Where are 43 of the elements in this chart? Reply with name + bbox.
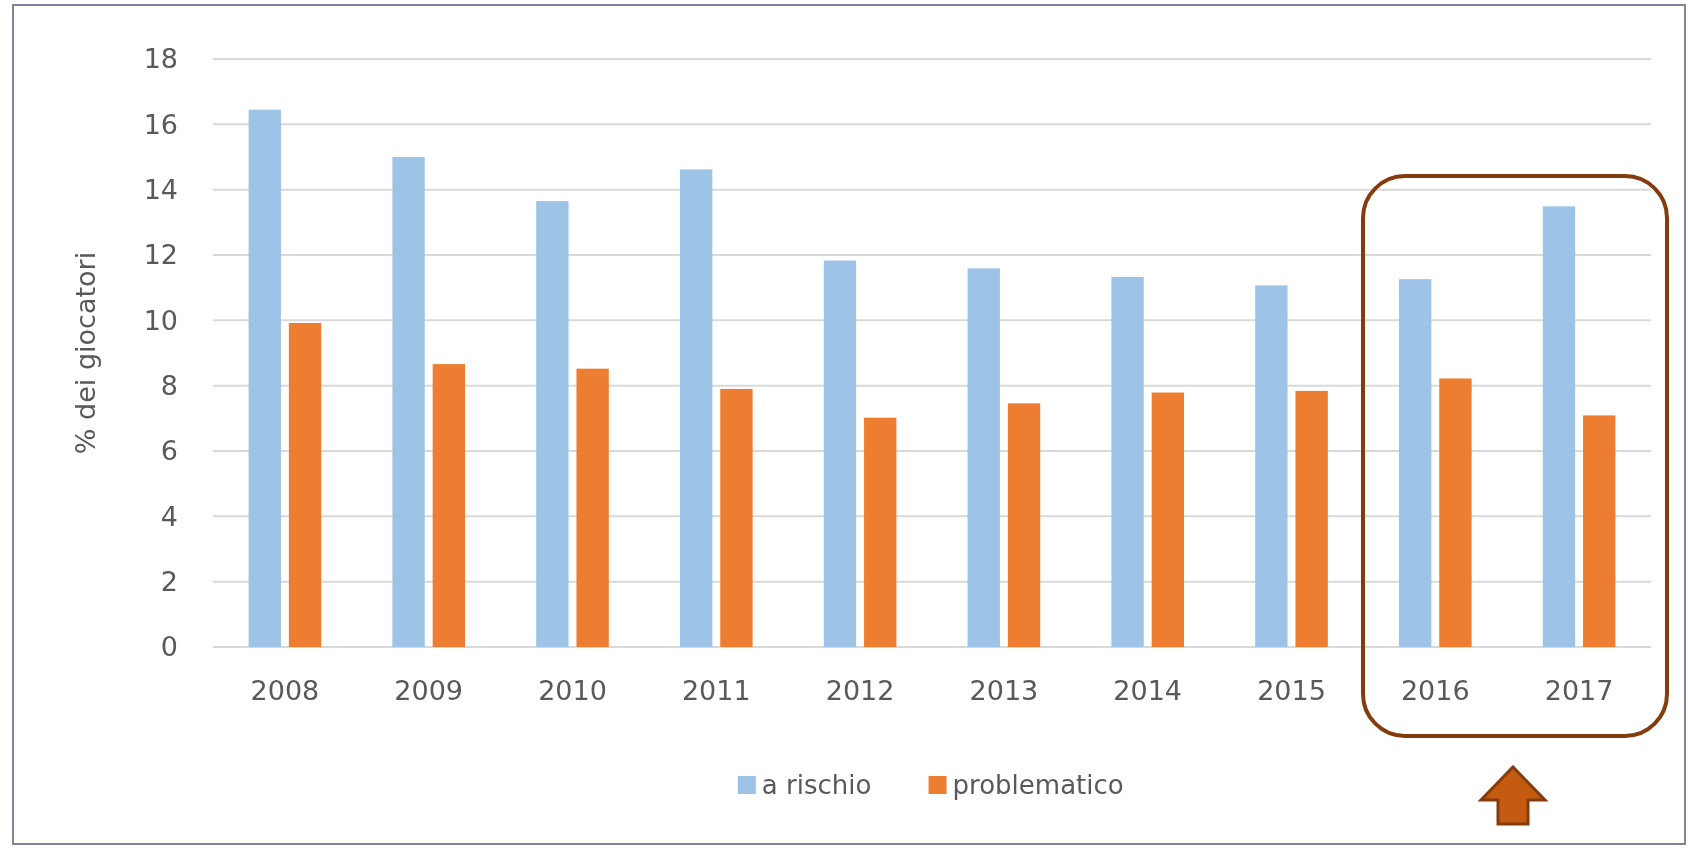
y-tick-label: 6 xyxy=(160,435,178,467)
legend-label: problematico xyxy=(952,770,1124,801)
x-tick-label: 2014 xyxy=(1113,675,1183,706)
y-axis-title: % dei giocatori xyxy=(70,251,101,455)
bar xyxy=(720,388,753,647)
y-tick-label: 0 xyxy=(160,631,178,663)
bar xyxy=(864,417,897,647)
x-tick-label: 2017 xyxy=(1544,675,1614,706)
y-tick-label: 2 xyxy=(160,566,178,598)
x-tick-label: 2008 xyxy=(250,675,320,706)
y-tick-label: 16 xyxy=(143,108,178,140)
bar xyxy=(1111,276,1144,647)
bar xyxy=(536,201,569,647)
y-tick-label: 12 xyxy=(143,239,178,271)
bar xyxy=(1398,279,1432,647)
bar xyxy=(392,157,425,647)
bar xyxy=(248,109,281,647)
x-tick-label: 2016 xyxy=(1400,675,1470,706)
x-tick-label: 2010 xyxy=(538,675,607,706)
y-tick-label: 4 xyxy=(160,500,178,532)
x-tick-label: 2015 xyxy=(1257,675,1326,706)
x-tick-label: 2012 xyxy=(825,675,895,706)
bar xyxy=(1151,392,1185,647)
bar xyxy=(967,268,1000,647)
bar xyxy=(1295,390,1328,647)
y-tick-label: 8 xyxy=(160,370,178,402)
y-tick-label: 14 xyxy=(143,174,178,206)
bar xyxy=(1255,285,1288,647)
x-tick-label: 2009 xyxy=(394,675,464,706)
y-tick-label: 10 xyxy=(143,304,178,336)
y-tick-label: 18 xyxy=(143,43,178,75)
bar xyxy=(1583,415,1616,647)
bar xyxy=(1007,403,1041,647)
bar xyxy=(432,364,466,647)
bar xyxy=(288,322,322,647)
bar xyxy=(1439,378,1472,647)
bar xyxy=(823,260,857,647)
bar xyxy=(576,368,609,647)
legend-label: a rischio xyxy=(761,770,872,801)
bar xyxy=(1542,206,1576,647)
bar xyxy=(679,169,713,647)
x-tick-label: 2013 xyxy=(969,675,1039,706)
x-tick-label: 2011 xyxy=(681,675,751,706)
